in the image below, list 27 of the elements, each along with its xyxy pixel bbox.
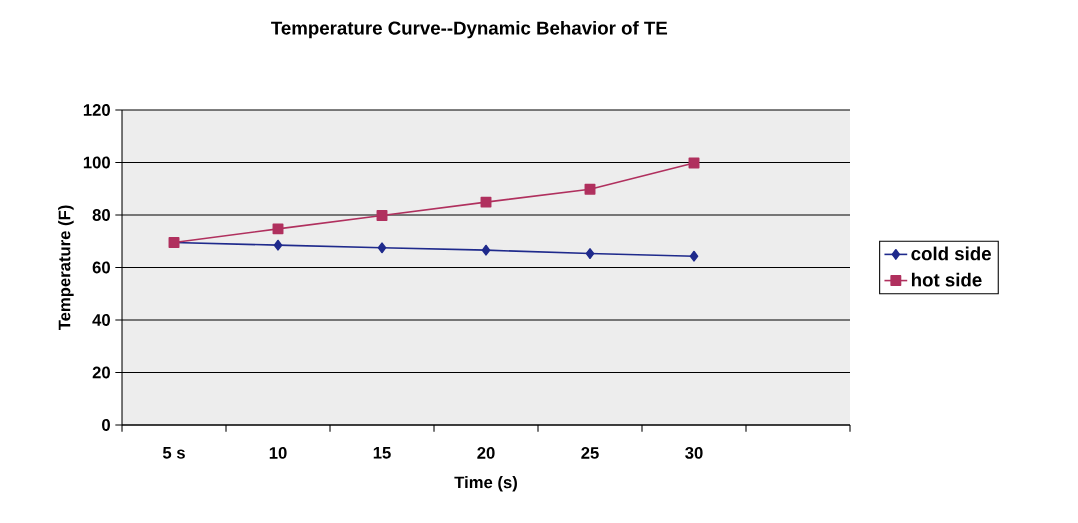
point <box>584 183 596 195</box>
y-tick-label: 100 <box>83 156 110 169</box>
x-tick-label: 25 <box>581 447 599 459</box>
y-tick-label: 0 <box>102 419 110 431</box>
point <box>480 196 492 208</box>
point <box>272 223 284 235</box>
x-tick-label: 30 <box>685 447 703 459</box>
legend-label: cold side <box>911 246 991 261</box>
x-tick-label: 5 s <box>162 447 185 459</box>
point <box>376 210 388 221</box>
y-axis-title: Temperature (F) <box>58 205 74 331</box>
point <box>689 250 699 262</box>
y-tick-label: 40 <box>92 314 110 326</box>
y-tick-label: 20 <box>92 366 110 379</box>
chart-title: Temperature Curve--Dynamic Behavior of TE <box>271 20 668 39</box>
x-axis-title: Time (s) <box>454 476 517 492</box>
y-tick-label: 60 <box>92 261 110 274</box>
point <box>273 239 283 251</box>
point <box>481 244 491 256</box>
point <box>377 242 387 254</box>
legend-label: hot side <box>911 272 982 287</box>
y-tick-label: 80 <box>92 209 110 221</box>
x-tick-label: 10 <box>269 447 287 459</box>
x-tick-label: 20 <box>477 447 495 459</box>
x-tick-label: 15 <box>373 447 391 459</box>
point <box>585 248 595 260</box>
y-tick-label: 120 <box>83 104 110 116</box>
